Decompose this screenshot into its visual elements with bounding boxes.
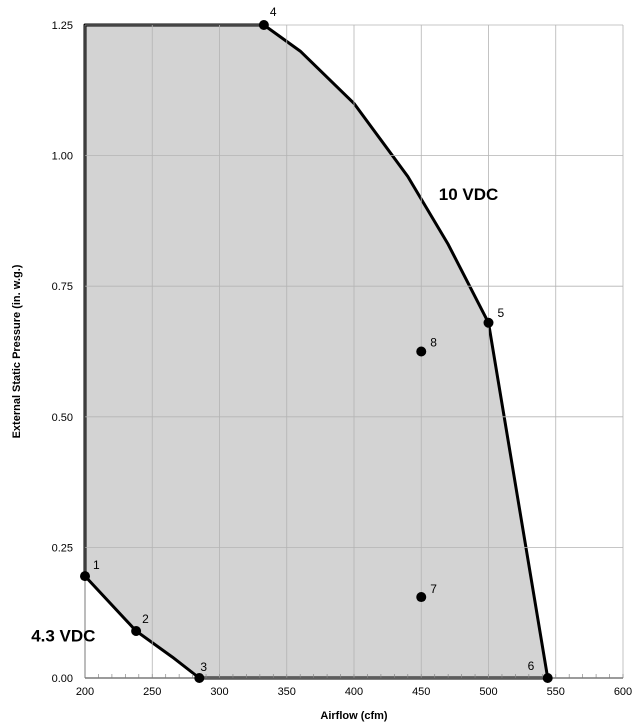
x-axis-title: Airflow (cfm) xyxy=(320,710,388,722)
data-point xyxy=(258,20,269,30)
point-label: 1 xyxy=(93,558,100,572)
region-fill xyxy=(85,25,548,678)
annotation-label: 10 VDC xyxy=(439,185,499,204)
point-label: 2 xyxy=(142,612,149,626)
y-tick-label: 0.75 xyxy=(52,281,73,293)
annotation-label: 4.3 VDC xyxy=(31,626,95,645)
x-tick-label: 350 xyxy=(278,686,296,698)
data-point xyxy=(80,571,90,582)
x-tick-label: 550 xyxy=(547,686,565,698)
data-point xyxy=(542,673,553,683)
annotations: 10 VDC 4.3 VDC xyxy=(31,185,498,645)
operating-region xyxy=(83,23,550,680)
tick-labels: 200 250 300 350 400 450 500 550 600 0.00 0.25 0.50 0… xyxy=(52,20,633,698)
x-tick-label: 300 xyxy=(210,686,228,698)
data-point xyxy=(416,346,427,357)
x-tick-label: 450 xyxy=(412,686,430,698)
point-label: 7 xyxy=(430,582,437,596)
data-point xyxy=(194,673,205,683)
axes xyxy=(84,25,624,679)
point-label: 6 xyxy=(528,659,535,673)
data-point xyxy=(483,317,494,328)
point-label: 5 xyxy=(498,306,505,320)
y-tick-label: 0.00 xyxy=(52,673,73,685)
y-tick-label: 1.25 xyxy=(52,20,73,32)
y-tick-label: 0.25 xyxy=(52,542,73,554)
point-label: 4 xyxy=(270,5,277,19)
x-tick-label: 200 xyxy=(76,686,94,698)
y-tick-label: 1.00 xyxy=(52,151,73,163)
x-tick-label: 400 xyxy=(345,686,363,698)
data-points: 1 2 3 4 5 6 7 8 xyxy=(80,5,553,683)
y-tick-label: 0.50 xyxy=(52,412,73,424)
x-tick-label: 250 xyxy=(143,686,161,698)
data-point xyxy=(416,592,427,603)
data-point xyxy=(131,625,142,636)
x-tick-label: 500 xyxy=(479,686,497,698)
point-label: 8 xyxy=(430,336,437,350)
x-tick-label: 600 xyxy=(614,686,632,698)
point-label: 3 xyxy=(200,660,207,674)
y-axis-title: External Static Pressure (in. w.g.) xyxy=(11,264,23,438)
